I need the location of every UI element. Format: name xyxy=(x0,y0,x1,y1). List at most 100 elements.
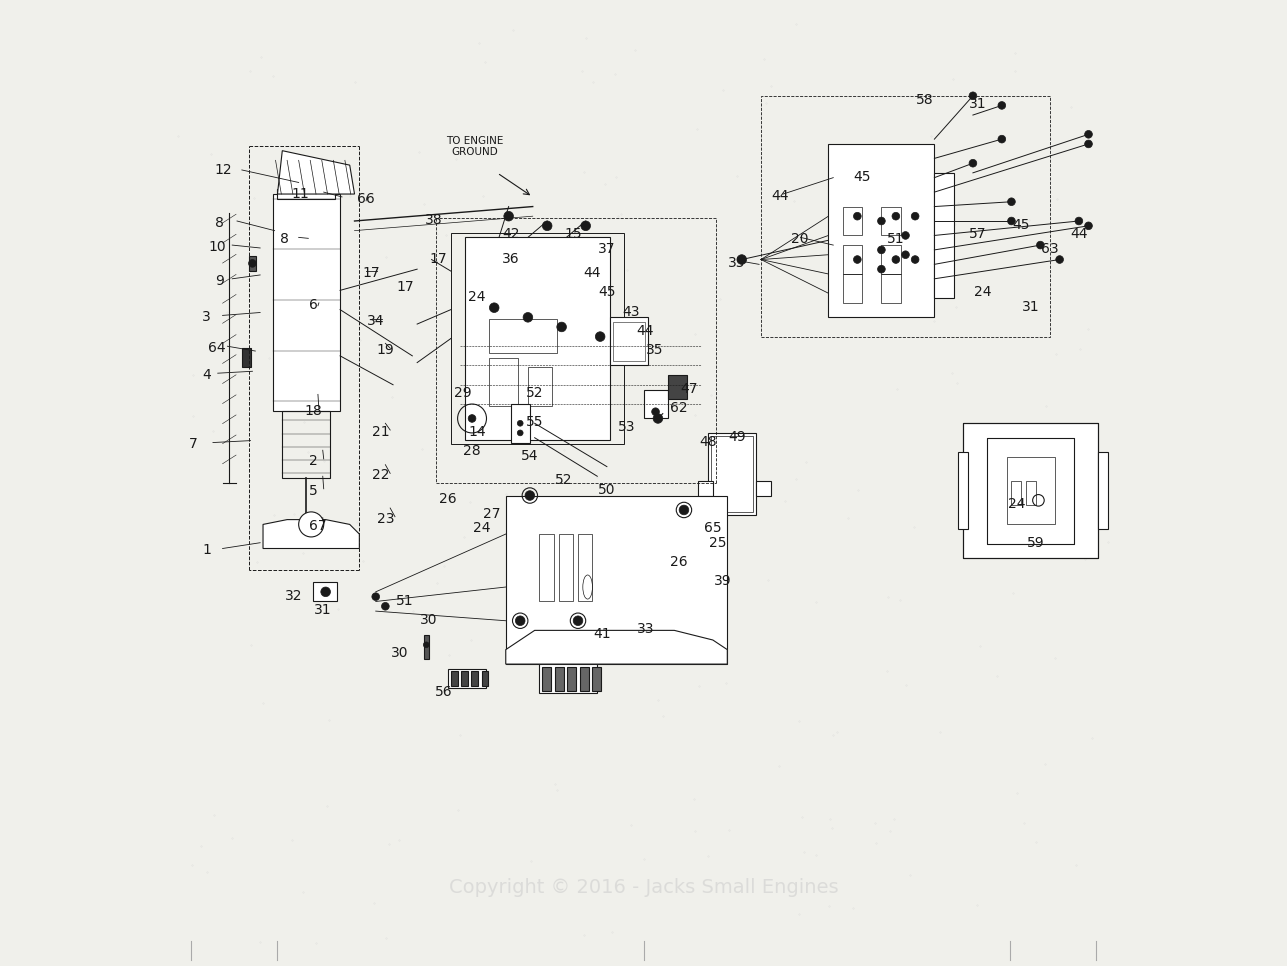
Point xyxy=(901,144,921,159)
Point xyxy=(616,262,637,277)
Point xyxy=(887,382,907,397)
Point xyxy=(456,446,476,462)
Point xyxy=(716,675,736,691)
Bar xyxy=(489,357,519,406)
Bar xyxy=(708,433,757,515)
Point xyxy=(628,331,649,347)
Text: 23: 23 xyxy=(377,512,394,526)
Text: 44: 44 xyxy=(637,324,654,338)
Text: 49: 49 xyxy=(728,430,746,443)
Point xyxy=(709,292,730,307)
Point xyxy=(701,386,722,402)
Point xyxy=(378,837,399,852)
Circle shape xyxy=(1085,130,1093,138)
Point xyxy=(489,135,510,151)
Point xyxy=(468,35,489,50)
Text: 63: 63 xyxy=(1041,242,1059,256)
Bar xyxy=(959,452,968,529)
Bar xyxy=(987,438,1075,544)
Point xyxy=(1003,425,1023,440)
Text: 30: 30 xyxy=(420,612,438,627)
Point xyxy=(277,392,297,408)
Text: 66: 66 xyxy=(358,192,376,206)
Text: 32: 32 xyxy=(286,588,302,603)
Point xyxy=(273,212,293,227)
Circle shape xyxy=(320,587,331,597)
Circle shape xyxy=(1085,140,1093,148)
Text: 38: 38 xyxy=(425,213,443,227)
Bar xyxy=(242,348,251,367)
Text: 1: 1 xyxy=(202,544,211,557)
Point xyxy=(382,389,403,405)
Point xyxy=(587,469,607,485)
Point xyxy=(436,227,457,242)
Point xyxy=(595,177,615,192)
Point xyxy=(597,595,618,611)
Polygon shape xyxy=(506,631,727,664)
Point xyxy=(306,349,327,364)
Bar xyxy=(843,207,862,236)
Point xyxy=(1060,99,1081,115)
Text: 41: 41 xyxy=(593,627,611,641)
Point xyxy=(575,30,596,45)
Bar xyxy=(313,582,337,602)
Point xyxy=(757,96,777,111)
Text: 24: 24 xyxy=(1008,497,1026,511)
Point xyxy=(197,865,218,880)
Point xyxy=(947,375,968,390)
Text: 44: 44 xyxy=(584,266,601,280)
Point xyxy=(819,898,839,914)
Text: 33: 33 xyxy=(637,622,654,637)
Point xyxy=(891,592,911,608)
Bar xyxy=(882,207,901,236)
Point xyxy=(898,243,919,259)
Text: 21: 21 xyxy=(372,425,390,439)
Bar xyxy=(450,670,458,686)
Point xyxy=(878,589,898,605)
Point xyxy=(685,327,705,342)
Text: 56: 56 xyxy=(435,685,452,699)
Point xyxy=(328,602,349,617)
Point xyxy=(574,927,595,943)
Text: 31: 31 xyxy=(314,603,332,617)
Point xyxy=(201,146,221,161)
Point xyxy=(183,408,203,423)
Point xyxy=(269,386,290,402)
Point xyxy=(967,896,987,912)
Circle shape xyxy=(299,512,324,537)
Text: 52: 52 xyxy=(555,473,573,487)
Text: 24: 24 xyxy=(974,285,991,299)
Bar xyxy=(644,389,668,418)
Bar xyxy=(450,233,624,444)
Text: 6: 6 xyxy=(309,298,318,312)
Polygon shape xyxy=(263,520,359,549)
Point xyxy=(495,486,516,501)
Point xyxy=(900,867,920,883)
Point xyxy=(1075,552,1095,567)
Point xyxy=(511,384,532,400)
Circle shape xyxy=(523,313,533,322)
Point xyxy=(620,817,641,833)
Point xyxy=(651,211,672,226)
Text: 8: 8 xyxy=(215,216,224,230)
Bar xyxy=(461,670,468,686)
Text: 31: 31 xyxy=(969,98,987,111)
Point xyxy=(434,557,454,573)
Circle shape xyxy=(542,221,552,231)
Text: 8: 8 xyxy=(281,232,290,246)
Point xyxy=(445,151,466,166)
Point xyxy=(252,696,273,711)
Point xyxy=(346,515,367,530)
Point xyxy=(250,934,270,950)
Point xyxy=(753,51,773,67)
Point xyxy=(758,572,779,587)
Text: 25: 25 xyxy=(709,536,726,550)
Point xyxy=(511,553,532,568)
Bar xyxy=(592,667,601,691)
Bar xyxy=(466,238,610,440)
Text: 58: 58 xyxy=(916,93,933,106)
Bar xyxy=(506,496,727,664)
Text: Copyright © 2016 - Jacks Small Engines: Copyright © 2016 - Jacks Small Engines xyxy=(449,878,838,897)
Point xyxy=(685,824,705,839)
Point xyxy=(412,441,432,457)
